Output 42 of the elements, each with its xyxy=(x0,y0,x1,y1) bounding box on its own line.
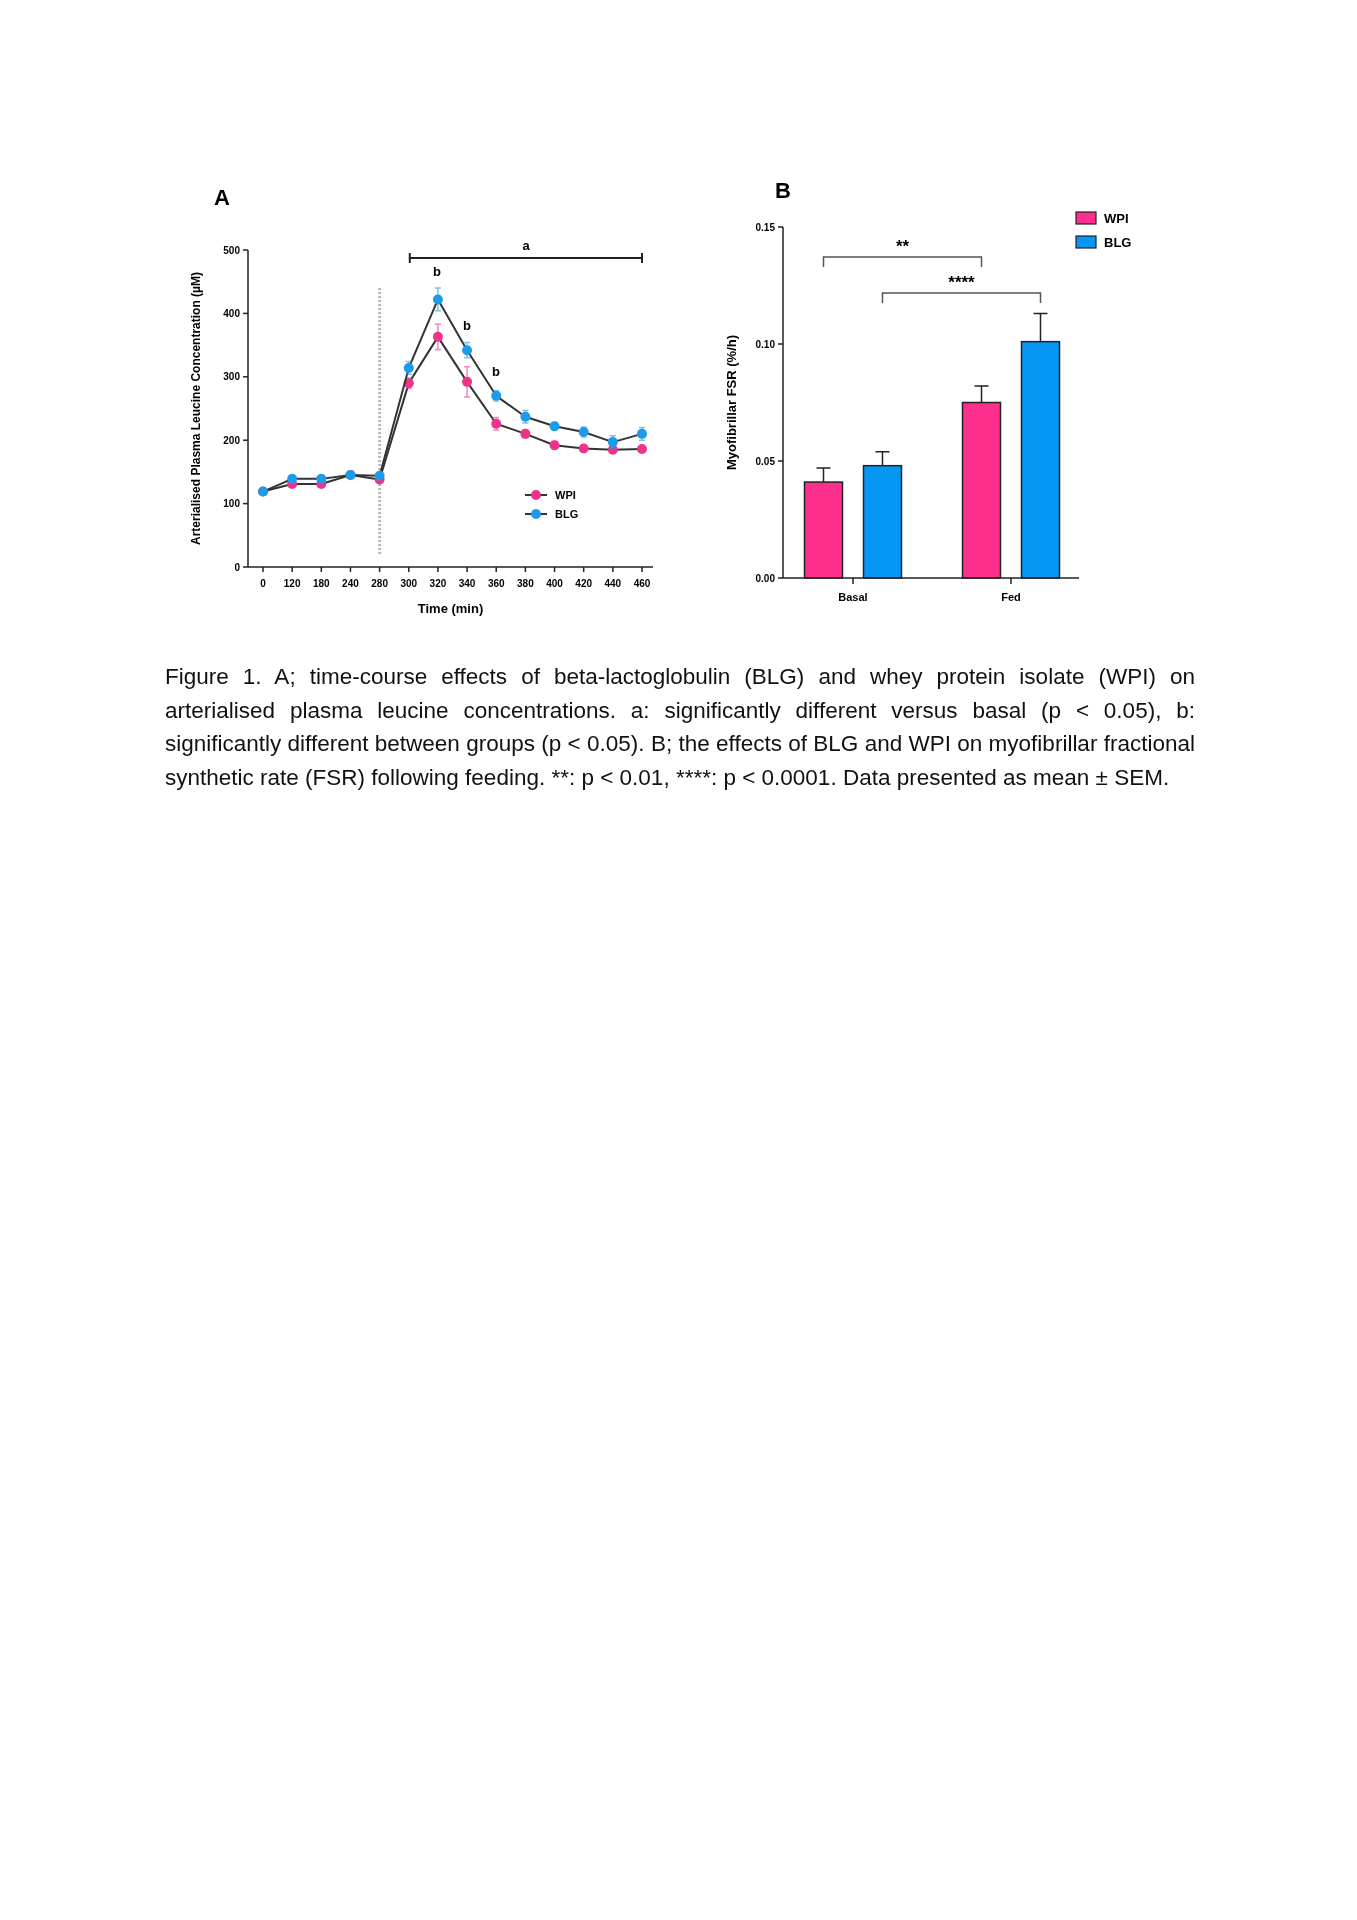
y-tick-label: 0.10 xyxy=(755,338,776,350)
x-tick-label: 360 xyxy=(487,578,506,589)
x-tick-label: 0 xyxy=(260,578,267,589)
x-tick-label: 380 xyxy=(517,578,535,589)
legend-label: BLG xyxy=(555,507,579,520)
y-tick-label: 0.00 xyxy=(755,572,776,584)
x-tick-label: 240 xyxy=(342,578,360,589)
caption: Figure 1. A; time-course effects of beta-lactoglobulin (BLG) and whey protein isolate (WPI) on arterialised plasma leucine concentrations. a: significantly different versus basal (p < 0.05), b: significantly different between groups (p < 0.05). B; the effects of BLG and WPI on myofibrillar fractional synthetic rate (FSR) following feeding. **: p < 0.01, ****: p < 0.0001. Data presented as mean ± SEM. xyxy=(165,663,1195,792)
y-tick-label: 0 xyxy=(234,561,241,573)
annotation: b xyxy=(492,364,501,379)
x-axis-title: Time (min) xyxy=(417,601,484,616)
x-tick-label: 180 xyxy=(312,578,331,589)
y-axis-title: Arterialised Plasma Leucine Concentration (µM) xyxy=(189,272,203,545)
legend-label: WPI xyxy=(555,488,576,501)
annotation: b xyxy=(433,264,442,279)
y-tick-label: 0.15 xyxy=(755,221,776,233)
annotation: **** xyxy=(948,273,976,292)
x-tick-label: 300 xyxy=(400,578,418,589)
chart-title: B xyxy=(775,178,791,203)
x-tick-label: 440 xyxy=(604,578,622,589)
x-tick-label: 460 xyxy=(633,578,651,589)
y-tick-label: 400 xyxy=(223,307,241,319)
y-tick-label: 100 xyxy=(223,498,241,510)
x-tick-label: 340 xyxy=(458,578,476,589)
chart-title: A xyxy=(214,185,230,210)
annotation: ** xyxy=(895,237,910,256)
legend-label: WPI xyxy=(1104,210,1129,226)
x-tick-label: Fed xyxy=(1001,591,1021,603)
annotation: a xyxy=(522,238,531,253)
y-tick-label: 200 xyxy=(223,434,241,446)
y-tick-label: 0.05 xyxy=(755,455,776,467)
x-tick-label: 400 xyxy=(546,578,564,589)
x-tick-label: 320 xyxy=(429,578,447,589)
x-tick-label: Basal xyxy=(838,591,868,603)
x-tick-label: 120 xyxy=(283,578,301,589)
y-tick-label: 300 xyxy=(223,371,241,383)
annotation: b xyxy=(463,318,472,333)
y-axis-title: Myofibrillar FSR (%/h) xyxy=(724,334,739,471)
legend-label: BLG xyxy=(1104,234,1132,250)
y-tick-label: 500 xyxy=(223,244,241,256)
x-tick-label: 420 xyxy=(575,578,593,589)
x-tick-label: 280 xyxy=(371,578,389,589)
